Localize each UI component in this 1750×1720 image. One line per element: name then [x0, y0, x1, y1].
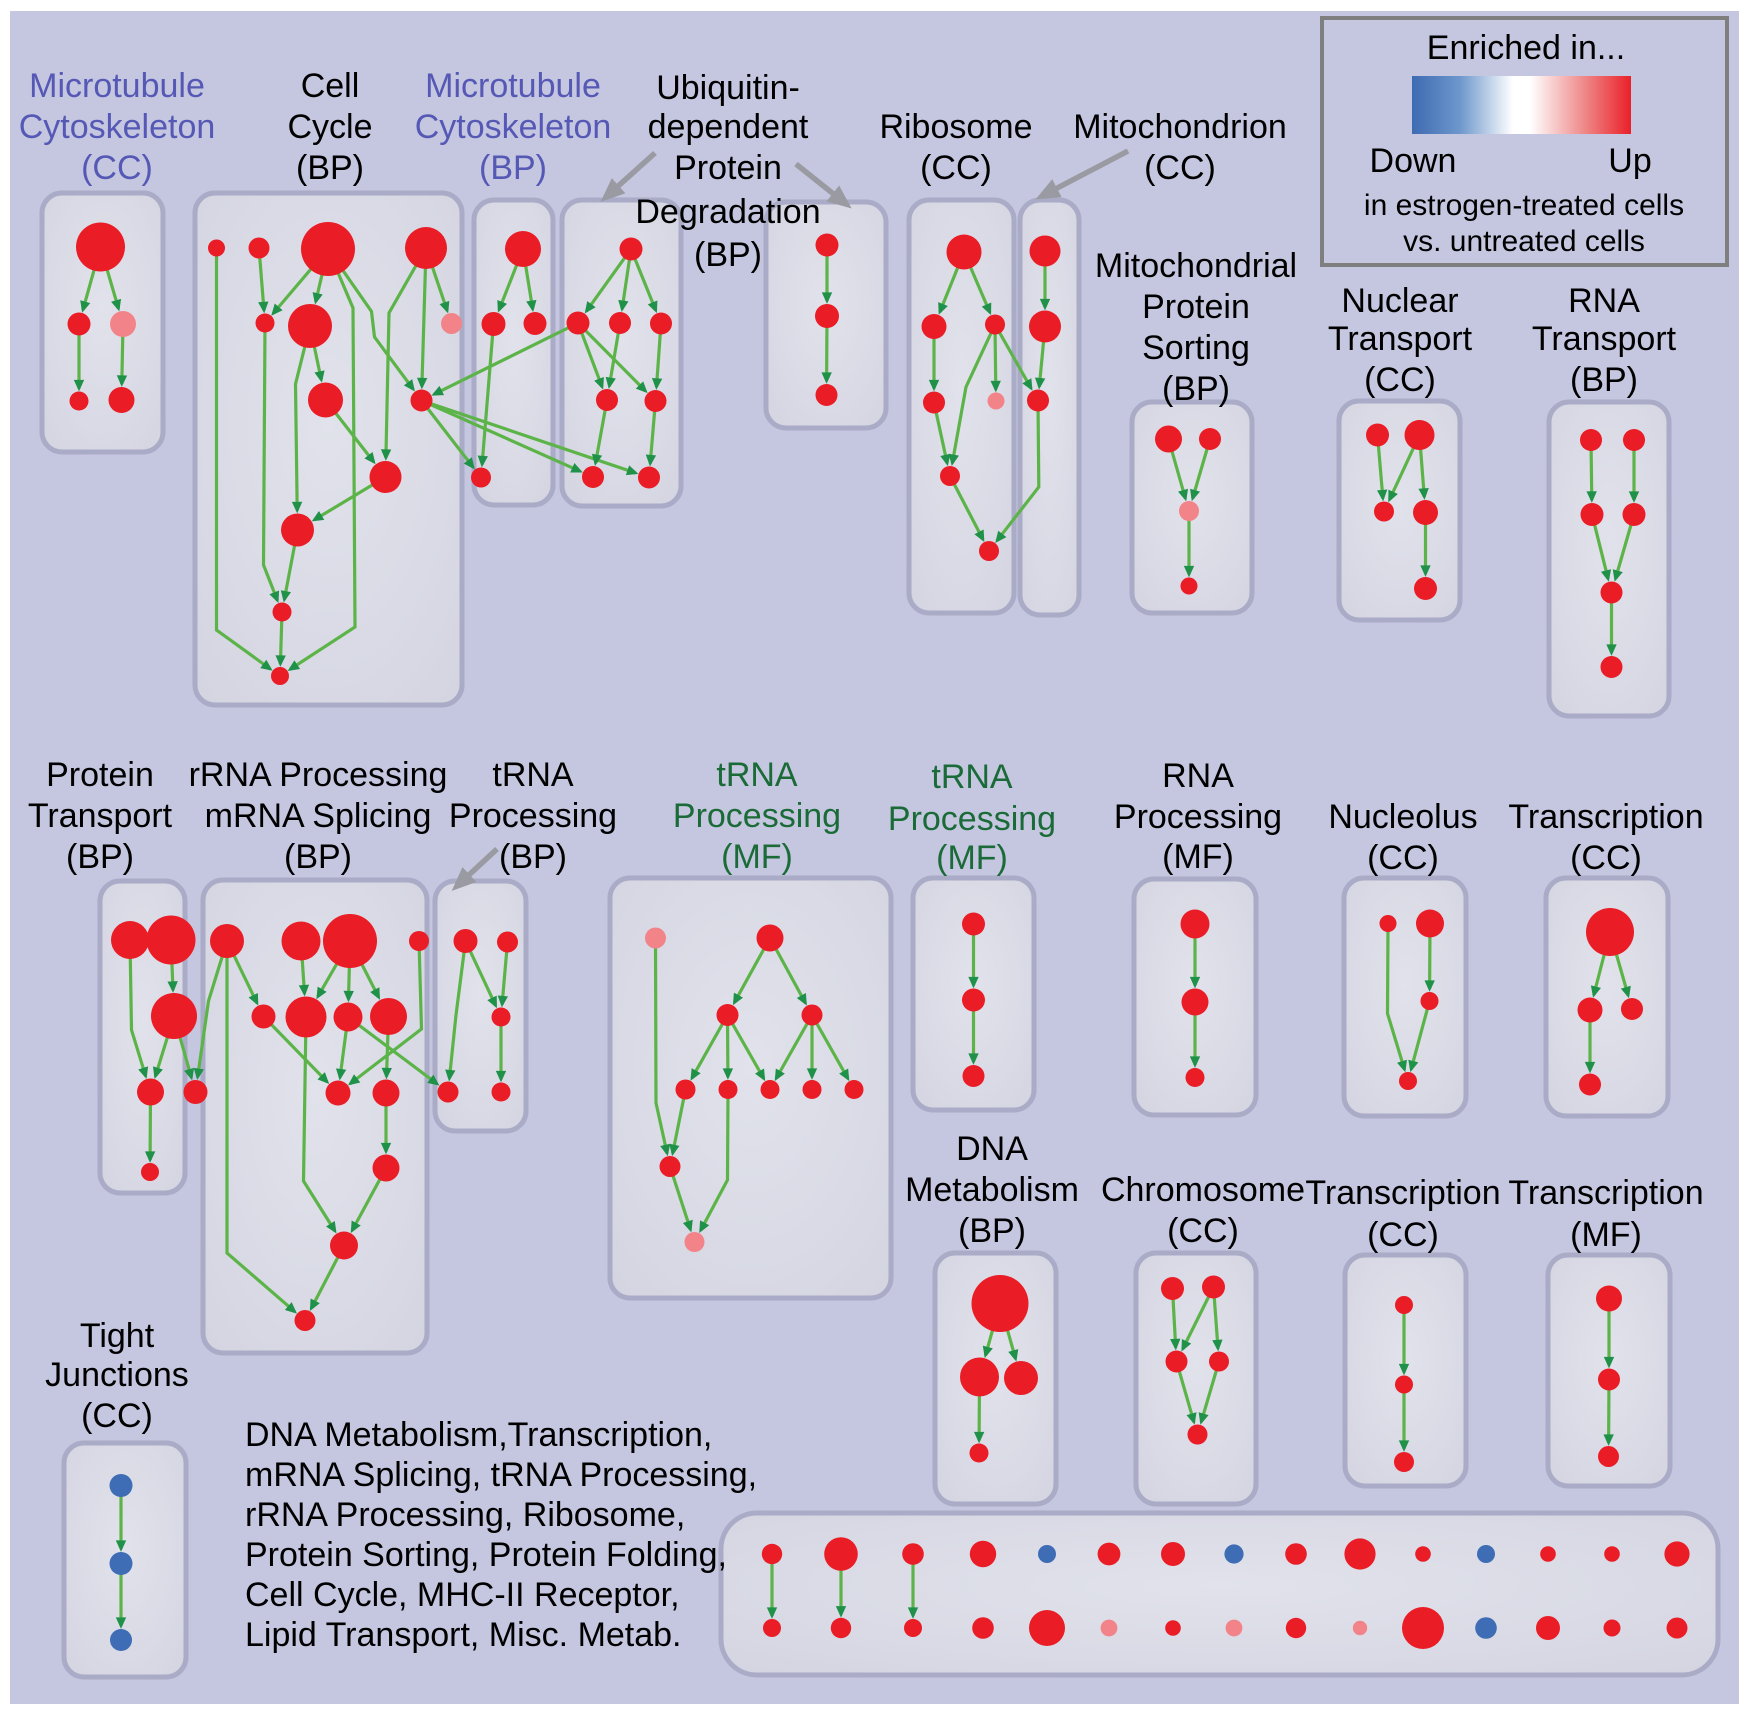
svg-text:Processing: Processing [673, 797, 841, 835]
svg-text:rRNA Processing: rRNA Processing [189, 756, 448, 794]
svg-text:Transport: Transport [28, 797, 173, 835]
svg-text:(MF): (MF) [1162, 838, 1234, 876]
svg-text:Cell: Cell [301, 67, 360, 105]
svg-text:(CC): (CC) [1364, 361, 1436, 399]
svg-text:Metabolism: Metabolism [905, 1171, 1079, 1209]
svg-text:Processing: Processing [449, 797, 617, 835]
svg-text:RNA: RNA [1162, 757, 1234, 795]
svg-text:DNA Metabolism,Transcription,: DNA Metabolism,Transcription, [245, 1416, 712, 1454]
svg-text:Degradation: Degradation [635, 193, 820, 231]
svg-text:(CC): (CC) [1367, 839, 1439, 877]
svg-text:in estrogen-treated cells: in estrogen-treated cells [1364, 189, 1684, 222]
svg-text:Protein: Protein [674, 149, 782, 187]
svg-text:(BP): (BP) [958, 1212, 1026, 1250]
svg-text:tRNA: tRNA [492, 756, 574, 794]
svg-text:Transport: Transport [1532, 320, 1677, 358]
svg-text:Nuclear: Nuclear [1341, 282, 1458, 320]
svg-text:tRNA: tRNA [931, 758, 1013, 796]
svg-text:DNA: DNA [956, 1130, 1028, 1168]
svg-text:(BP): (BP) [284, 838, 352, 876]
svg-text:Protein Sorting, Protein Foldi: Protein Sorting, Protein Folding, [245, 1536, 727, 1574]
svg-text:vs. untreated cells: vs. untreated cells [1403, 225, 1645, 258]
svg-text:Cytoskeleton: Cytoskeleton [415, 108, 612, 146]
svg-text:(CC): (CC) [81, 149, 153, 187]
svg-text:RNA: RNA [1568, 282, 1640, 320]
svg-text:Transcription: Transcription [1508, 798, 1703, 836]
svg-text:Cytoskeleton: Cytoskeleton [19, 108, 216, 146]
svg-text:Processing: Processing [1114, 798, 1282, 836]
svg-text:(CC): (CC) [1167, 1212, 1239, 1250]
svg-text:Nucleolus: Nucleolus [1328, 798, 1477, 836]
svg-text:Down: Down [1370, 142, 1457, 180]
svg-text:Cycle: Cycle [287, 108, 372, 146]
svg-text:dependent: dependent [648, 108, 809, 146]
svg-text:Protein: Protein [46, 756, 154, 794]
svg-text:Microtubule: Microtubule [425, 67, 601, 105]
svg-text:(BP): (BP) [296, 149, 364, 187]
svg-text:Ubiquitin-: Ubiquitin- [656, 69, 800, 107]
svg-text:Chromosome: Chromosome [1101, 1171, 1305, 1209]
svg-text:(MF): (MF) [936, 839, 1008, 877]
svg-text:Junctions: Junctions [45, 1356, 189, 1394]
svg-text:rRNA Processing, Ribosome,: rRNA Processing, Ribosome, [245, 1496, 685, 1534]
svg-text:Mitochondrial: Mitochondrial [1095, 247, 1297, 285]
svg-text:(BP): (BP) [1570, 361, 1638, 399]
svg-text:Transport: Transport [1328, 320, 1473, 358]
svg-text:(BP): (BP) [1162, 370, 1230, 408]
svg-text:mRNA Splicing: mRNA Splicing [205, 797, 432, 835]
svg-text:Protein: Protein [1142, 288, 1250, 326]
svg-text:Transcription: Transcription [1305, 1174, 1500, 1212]
svg-text:(CC): (CC) [1144, 149, 1216, 187]
svg-text:Processing: Processing [888, 800, 1056, 838]
svg-text:Microtubule: Microtubule [29, 67, 205, 105]
svg-text:Transcription: Transcription [1508, 1174, 1703, 1212]
svg-text:(BP): (BP) [499, 838, 567, 876]
svg-text:(CC): (CC) [920, 149, 992, 187]
svg-text:Tight: Tight [80, 1317, 155, 1355]
svg-text:(BP): (BP) [694, 236, 762, 274]
svg-text:(CC): (CC) [1570, 839, 1642, 877]
svg-text:(BP): (BP) [66, 838, 134, 876]
svg-text:Lipid Transport, Misc. Metab.: Lipid Transport, Misc. Metab. [245, 1616, 682, 1654]
svg-text:Ribosome: Ribosome [879, 108, 1032, 146]
svg-text:(CC): (CC) [1367, 1216, 1439, 1254]
svg-text:Mitochondrion: Mitochondrion [1073, 108, 1287, 146]
svg-text:Sorting: Sorting [1142, 329, 1250, 367]
svg-text:(BP): (BP) [479, 149, 547, 187]
svg-text:Cell Cycle, MHC-II Receptor,: Cell Cycle, MHC-II Receptor, [245, 1576, 680, 1614]
svg-text:Enriched in...: Enriched in... [1427, 29, 1625, 67]
svg-text:(MF): (MF) [1570, 1216, 1642, 1254]
svg-text:mRNA Splicing, tRNA Processing: mRNA Splicing, tRNA Processing, [245, 1456, 757, 1494]
svg-text:(MF): (MF) [721, 838, 793, 876]
svg-text:(CC): (CC) [81, 1397, 153, 1435]
svg-text:Up: Up [1608, 142, 1651, 180]
svg-text:tRNA: tRNA [716, 756, 798, 794]
